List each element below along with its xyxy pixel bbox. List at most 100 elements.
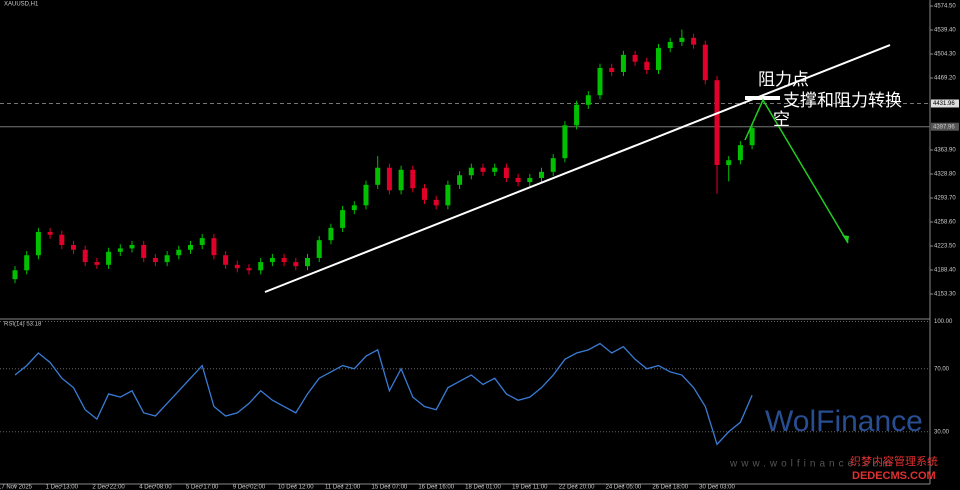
- candle-body: [585, 95, 591, 105]
- candle-body: [644, 61, 650, 70]
- price-label-box: [931, 99, 959, 108]
- candle-body: [410, 169, 416, 189]
- candle-body: [445, 184, 451, 206]
- candle-body: [492, 167, 498, 172]
- watermark: WolFinance: [765, 405, 923, 438]
- watermark: DEDECMS.COM: [852, 470, 936, 482]
- x-tick-label: 18 Dec 01:00: [465, 485, 501, 490]
- annotation: 支撑和阻力转换: [783, 91, 902, 111]
- candle-body: [12, 270, 18, 280]
- annotation: 阻力点: [758, 70, 809, 90]
- candle-body: [71, 244, 76, 250]
- x-tick-label: 30 Dec 03:00: [699, 485, 735, 490]
- y-tick-label: 4574.50: [934, 4, 956, 10]
- candle-body: [386, 167, 392, 191]
- y-tick-label: 4153.30: [934, 292, 956, 298]
- candle-body: [597, 67, 603, 96]
- candle-body: [258, 262, 264, 271]
- x-tick-label: 4 Dec 08:00: [139, 485, 172, 490]
- candle-body: [656, 48, 661, 70]
- candle-body: [316, 240, 322, 258]
- candle-body: [422, 188, 427, 200]
- candle-body: [679, 37, 685, 42]
- candle-body: [24, 255, 30, 271]
- x-tick-label: 19 Dec 11:00: [512, 485, 548, 490]
- trend-line: [264, 44, 891, 293]
- candle-body: [714, 80, 720, 165]
- candle-body: [246, 268, 252, 271]
- candle-body: [515, 177, 521, 183]
- candle-body: [726, 160, 732, 165]
- candle-body: [749, 128, 755, 146]
- x-tick-label: 11 Dec 21:00: [325, 485, 361, 490]
- candle-body: [398, 169, 404, 191]
- candle-body: [59, 234, 65, 245]
- candle-body: [293, 262, 299, 267]
- y-tick-label: 4469.20: [934, 76, 956, 82]
- x-tick-label: 1 Dec 13:00: [46, 485, 79, 490]
- arrow-head: [842, 235, 849, 243]
- x-tick-label: 24 Dec 05:00: [606, 485, 642, 490]
- y-tick-label: 4223.50: [934, 244, 956, 250]
- y-tick-label: 4258.60: [934, 220, 956, 226]
- candle-body: [211, 238, 217, 256]
- x-tick-label: 16 Dec 16:00: [418, 485, 454, 490]
- price-label-box: [931, 122, 959, 131]
- candle-body: [550, 158, 556, 172]
- y-tick-label: 100.00: [934, 319, 953, 325]
- y-tick-label: 4188.40: [934, 268, 956, 274]
- candle-body: [328, 227, 334, 241]
- candle-body: [94, 262, 100, 265]
- y-tick-label: 4504.30: [934, 52, 956, 58]
- candle-body: [305, 257, 310, 267]
- chart-title: XAUUSD,H1: [4, 2, 39, 8]
- x-tick-label: 15 Dec 07:00: [372, 485, 408, 490]
- candle-body: [117, 248, 123, 252]
- candle-body: [562, 125, 568, 159]
- projection-arrow: [744, 98, 849, 244]
- candle-body: [141, 244, 147, 258]
- x-tick-label: 22 Dec 20:00: [559, 485, 595, 490]
- candle-body: [702, 44, 708, 81]
- candle-body: [188, 244, 193, 250]
- x-tick-label: 26 Dec 18:00: [652, 485, 688, 490]
- candle-body: [152, 257, 158, 263]
- rsi-label: RSI(14) 53.18: [4, 322, 42, 328]
- y-tick-label: 4539.40: [934, 28, 956, 34]
- candle-body: [106, 251, 112, 265]
- candle-body: [574, 104, 580, 126]
- candle-body: [199, 238, 205, 245]
- candle-body: [375, 167, 381, 185]
- candle-body: [737, 145, 743, 161]
- candle-body: [527, 177, 533, 183]
- candle-body: [269, 257, 275, 263]
- x-tick-label: 2 Dec 22:00: [92, 485, 125, 490]
- candle-body: [620, 54, 626, 72]
- candle-body: [47, 231, 53, 235]
- watermark: www.wolfinance.com: [729, 459, 895, 470]
- y-tick-label: 4328.80: [934, 172, 956, 178]
- candle-body: [340, 210, 346, 228]
- candle-body: [433, 199, 439, 206]
- candle-body: [35, 231, 41, 256]
- x-tick-label: 9 Dec 02:00: [233, 485, 266, 490]
- candle-body: [351, 205, 357, 211]
- candle-body: [129, 244, 135, 249]
- y-tick-label: 30.00: [934, 429, 950, 435]
- candle-body: [281, 257, 287, 263]
- candle-body: [363, 184, 369, 206]
- price-label: 4397.96: [933, 124, 955, 130]
- y-tick-label: 4293.70: [934, 196, 956, 202]
- candle-body: [667, 41, 673, 49]
- price-label: 4431.96: [933, 101, 955, 107]
- y-tick-label: 70.00: [934, 366, 950, 372]
- watermark: 织梦内容管理系统: [850, 454, 938, 468]
- candle-body: [176, 249, 182, 256]
- x-tick-label: 17 Nov 2025: [0, 485, 33, 490]
- candle-body: [457, 175, 463, 185]
- candle-body: [223, 255, 229, 265]
- candle-body: [468, 167, 474, 176]
- candle-body: [691, 37, 697, 45]
- candle-body: [480, 167, 486, 172]
